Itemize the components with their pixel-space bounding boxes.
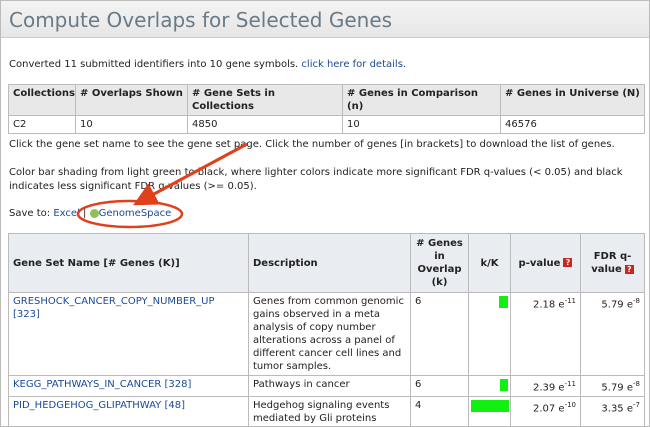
exponent: -7 [633,401,640,410]
color-note: Color bar shading from light green to bl… [9,167,623,192]
gene-set-link[interactable]: GRESHOCK_CANCER_COPY_NUMBER_UP [13,296,215,307]
result-row: PID_HEDGEHOG_GLIPATHWAY [48] Hedgehog sig… [8,396,645,426]
save-to: Save to: Excel | GenomeSpace [9,207,645,221]
gene-set-link[interactable]: PID_HEDGEHOG_GLIPATHWAY [13,400,162,412]
mantissa: 5.79 e [601,382,634,394]
results-header: Description [248,233,411,293]
stats-header: # Genes in Comparison (n) [342,84,501,116]
results-header: p-value? [510,233,581,293]
stats-cell: 46576 [500,115,645,134]
stats-cell: 10 [75,115,188,134]
summary-text: Converted 11 submitted identifiers into … [9,59,299,70]
gene-set-cell: PID_HEDGEHOG_GLIPATHWAY [48] [8,396,249,426]
kk-cell [468,396,511,426]
stats-header: # Gene Sets in Collections [187,84,343,116]
gene-set-cell: GRESHOCK_CANCER_COPY_NUMBER_UP [323] [8,292,249,376]
help-icon[interactable]: ? [624,264,634,274]
header-text: p-value [518,257,561,269]
p-value: 2.07 e-10 [510,396,581,426]
overlap: 6 [410,374,469,398]
exponent: -8 [633,380,640,388]
stats-header: # Overlaps Shown [75,84,188,116]
gene-set-link[interactable]: KEGG_PATHWAYS_IN_CANCER [13,379,162,390]
details-link[interactable]: click here for details. [301,59,407,70]
stats-cell: 10 [342,115,501,134]
results-header: FDR q-value? [580,233,645,293]
stats-header: # Genes in Universe (N) [500,84,645,116]
gene-count-link[interactable]: [323] [13,309,40,320]
genomespace-icon [89,208,99,218]
kk-cell [468,374,511,398]
header-text: FDR q-value [591,251,632,275]
fdr-q-value: 5.79 e-8 [580,374,645,398]
description: Hedgehog signaling events mediated by Gl… [248,396,411,426]
instructions: Click the gene set name to see the gene … [9,139,615,150]
excel-link[interactable]: Excel [53,208,80,219]
help-icon[interactable]: ? [563,258,573,267]
description: Genes from common genomic gains observed… [248,292,411,376]
kk-cell [468,292,511,376]
mantissa: 3.35 e [601,403,634,415]
summary: Converted 11 submitted identifiers into … [9,58,645,72]
results-header: # Genes in Overlap (k) [410,233,469,293]
genomespace-link[interactable]: GenomeSpace [98,208,172,219]
exponent: -8 [633,297,640,305]
p-value: 2.18 e-11 [510,292,581,376]
stats-cell: 4850 [187,115,343,134]
overlap: 4 [410,396,469,426]
result-row: GRESHOCK_CANCER_COPY_NUMBER_UP [323] Gene… [8,292,645,376]
results-header: Gene Set Name [# Genes (K)] [8,233,249,293]
result-row: KEGG_PATHWAYS_IN_CANCER [328] Pathways in… [8,374,645,398]
fdr-q-value: 3.35 e-7 [580,396,645,426]
results-table: Gene Set Name [# Genes (K)] Description … [8,233,645,426]
gene-count-link[interactable]: [48] [164,400,186,412]
mantissa: 2.18 e [532,299,565,311]
stats-table: Collections # Overlaps Shown # Gene Sets… [8,84,645,134]
exponent: -11 [564,380,576,388]
mantissa: 2.39 e [532,382,565,394]
kk-bar [499,379,508,391]
p-value: 2.39 e-11 [510,374,581,398]
exponent: -10 [564,401,576,410]
stats-cell: C2 [8,115,76,134]
results-header: k/K [468,233,511,293]
save-label: Save to: [9,208,51,219]
page-title: Compute Overlaps for Selected Genes [9,8,393,32]
description: Pathways in cancer [248,374,411,398]
mantissa: 5.79 e [601,299,634,311]
kk-bar [471,400,510,413]
kk-bar [499,296,508,308]
gene-count-link[interactable]: [328] [164,379,192,390]
overlap: 6 [410,292,469,376]
stats-header: Collections [8,84,76,116]
gene-set-cell: KEGG_PATHWAYS_IN_CANCER [328] [8,374,249,398]
fdr-q-value: 5.79 e-8 [580,292,645,376]
title-bar: Compute Overlaps for Selected Genes [1,1,649,38]
separator: | [83,208,87,219]
mantissa: 2.07 e [532,403,565,415]
exponent: -11 [564,297,576,305]
